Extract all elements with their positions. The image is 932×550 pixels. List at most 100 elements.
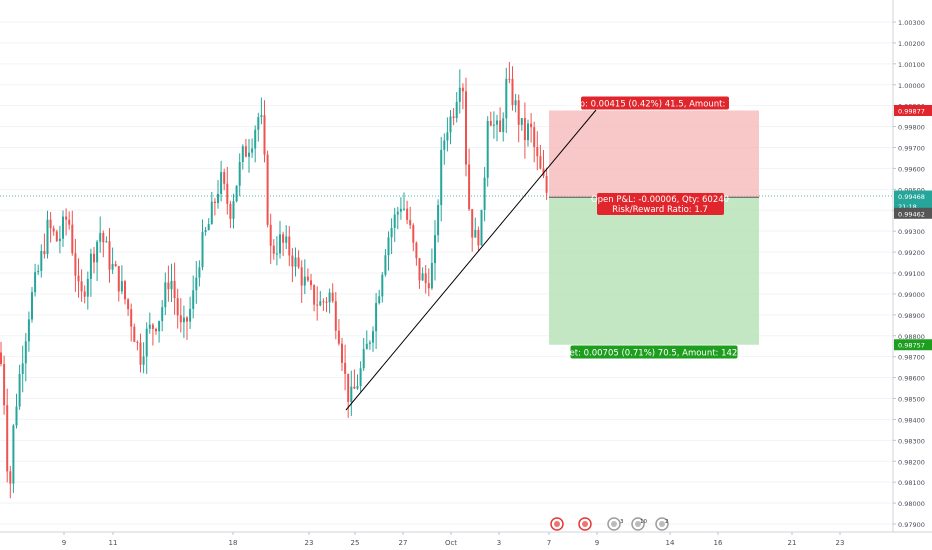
candle-body xyxy=(496,120,498,125)
event-icon-core xyxy=(582,521,588,527)
candle-body xyxy=(77,275,80,282)
trendline[interactable] xyxy=(345,109,597,411)
candle-body xyxy=(176,298,179,316)
event-icon-core xyxy=(635,521,641,527)
stop-label-group: Stop: 0.00415 (0.42%) 41.5, Amount: 750 xyxy=(566,96,744,110)
candle-body xyxy=(173,280,176,299)
event-marker[interactable] xyxy=(607,517,621,531)
candle-body xyxy=(446,132,449,141)
candle-body xyxy=(514,100,517,106)
candle-body xyxy=(186,317,188,322)
candle-body xyxy=(291,255,294,267)
candle-body xyxy=(213,201,216,203)
candle-body xyxy=(375,303,378,332)
candle-body xyxy=(232,201,235,219)
time-tick-label: 18 xyxy=(229,539,238,547)
candle-body xyxy=(368,342,371,344)
candle-body xyxy=(356,386,359,389)
candle-body xyxy=(452,116,455,119)
price-axis[interactable]: 1.003001.002001.001001.000000.999000.998… xyxy=(892,0,932,550)
candle-body xyxy=(161,307,164,322)
event-marker[interactable] xyxy=(631,517,645,531)
candle-body xyxy=(505,78,508,119)
event-marker[interactable] xyxy=(550,517,564,531)
candle-body xyxy=(207,224,210,231)
candle-body xyxy=(89,253,92,279)
event-count-label: 10 xyxy=(640,519,647,525)
price-tick-label: 0.99500 xyxy=(898,186,925,194)
candle-body xyxy=(390,227,393,238)
event-count-label: 2 xyxy=(665,519,669,525)
price-tick-label: 1.00200 xyxy=(898,40,925,48)
candle-body xyxy=(148,324,151,329)
candle-body xyxy=(468,164,471,210)
candle-body xyxy=(182,317,185,323)
candle-body xyxy=(297,257,300,268)
candle-body xyxy=(461,87,464,92)
take-profit-zone xyxy=(549,197,759,345)
candle-body xyxy=(517,100,520,125)
event-marker[interactable] xyxy=(578,517,592,531)
time-tick-label: 25 xyxy=(351,539,360,547)
candle-body xyxy=(102,232,105,243)
candle-body xyxy=(508,78,511,80)
candle-body xyxy=(241,146,244,162)
candle-body xyxy=(201,231,204,268)
price-tick-label: 0.99200 xyxy=(898,249,925,257)
candle-body xyxy=(105,241,108,243)
candle-body xyxy=(499,120,502,133)
price-tick-label: 0.99700 xyxy=(898,145,925,153)
candle-body xyxy=(492,124,495,126)
candle-body xyxy=(489,120,492,126)
candle-body xyxy=(310,280,312,286)
candle-body xyxy=(533,127,536,148)
time-axis-bg xyxy=(0,532,893,550)
price-tick-label: 0.98200 xyxy=(898,458,925,466)
event-markers[interactable]: 3 10 2 xyxy=(550,517,669,531)
price-tick-label: 0.98800 xyxy=(898,333,925,341)
candle-body xyxy=(37,270,40,273)
candles xyxy=(0,61,548,499)
candle-body xyxy=(449,116,452,133)
candle-body xyxy=(263,115,266,155)
candle-body xyxy=(31,292,33,320)
price-tick-label: 1.00000 xyxy=(898,82,925,90)
candle-body xyxy=(421,273,424,281)
candle-body xyxy=(294,257,297,267)
candle-body xyxy=(80,281,83,292)
price-badge-label: 0.99877 xyxy=(898,107,925,115)
price-tick-label: 0.99000 xyxy=(898,291,925,299)
time-axis[interactable]: 9 11 18 23 25 27 Oct 3 7 9 14 16 21 23 xyxy=(0,531,932,550)
risk-reward-label: Risk/Reward Ratio: 1.7 xyxy=(612,205,708,215)
candle-body xyxy=(527,123,529,141)
candle-body xyxy=(396,211,399,215)
price-tick-label: 0.99800 xyxy=(898,124,925,132)
stop-loss-zone xyxy=(549,110,759,198)
candle-body xyxy=(142,356,145,365)
candle-body xyxy=(399,208,402,212)
price-tick-label: 0.98300 xyxy=(898,437,925,445)
position-labels: Stop: 0.00415 (0.42%) 41.5, Amount: 750 O… xyxy=(551,96,756,359)
price-tick-label: 0.98100 xyxy=(898,479,925,487)
candle-body xyxy=(21,363,24,374)
trendline-group[interactable] xyxy=(345,109,597,411)
event-icon-core xyxy=(659,521,665,527)
candle-body xyxy=(124,281,126,300)
event-marker[interactable] xyxy=(655,517,669,531)
candle-body xyxy=(483,177,486,210)
candle-body xyxy=(15,406,18,426)
candle-body xyxy=(220,172,223,194)
candle-body xyxy=(198,267,201,278)
candle-body xyxy=(539,156,542,169)
candle-body xyxy=(223,172,226,184)
candle-body xyxy=(58,238,61,242)
candle-body xyxy=(378,296,381,304)
price-tick-label: 0.98500 xyxy=(898,396,925,404)
price-badge-label: 0.99468 xyxy=(898,193,925,201)
candle-body xyxy=(99,232,102,242)
candle-body xyxy=(331,292,334,302)
candle-body xyxy=(437,205,440,236)
candle-body xyxy=(195,277,198,291)
